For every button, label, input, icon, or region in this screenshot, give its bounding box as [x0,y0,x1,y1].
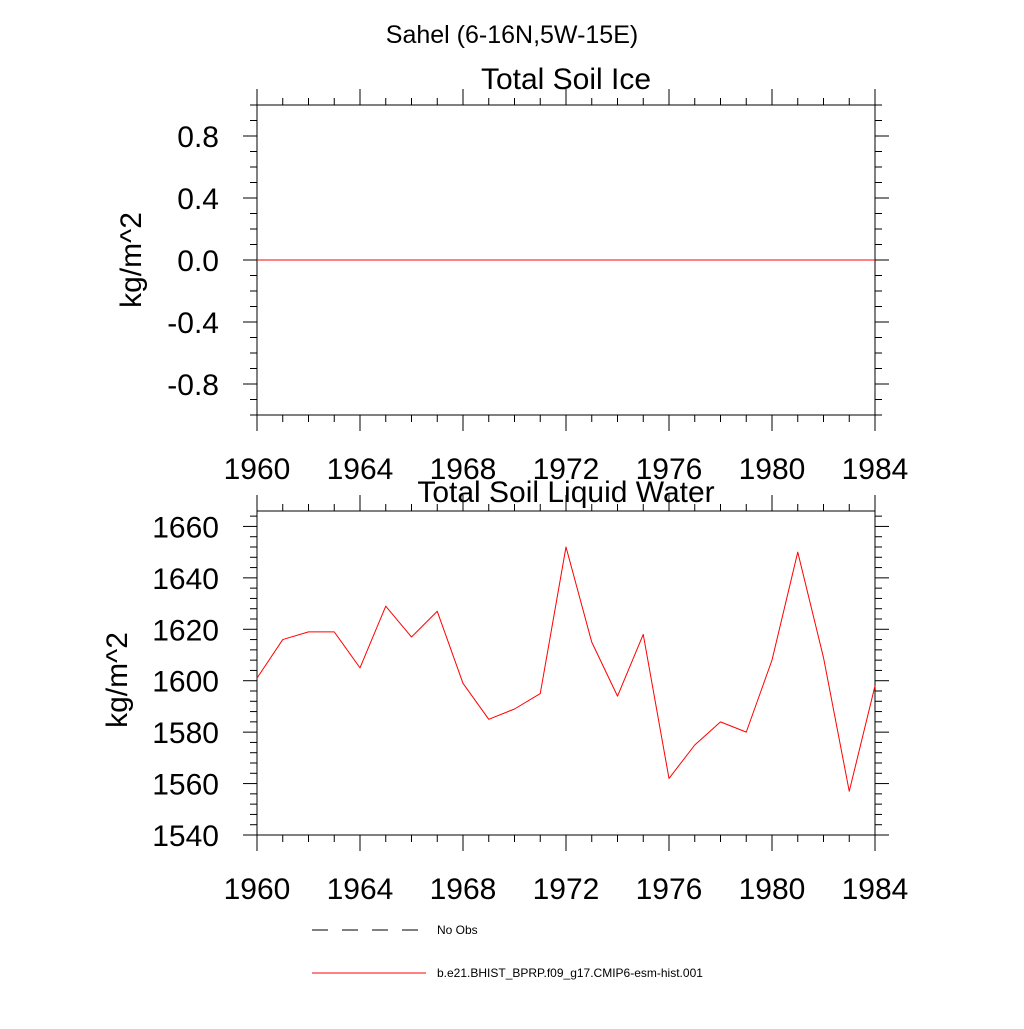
y-axis-label: kg/m^2 [101,632,134,728]
y-tick-label: 0.0 [177,245,219,278]
chart-total-soil-ice: Total Soil Ice kg/m^2 1960 1964 1968 1972 19… [115,63,908,486]
x-tick-label: 1968 [430,453,497,486]
x-tick-label: 1984 [842,873,909,906]
chart-total-soil-liquid-water: Total Soil Liquid Water kg/m^2 1960 1964 1… [101,476,908,906]
x-tick-label: 1960 [224,873,291,906]
y-tick-label: 1600 [152,666,219,699]
x-tick-label: 1960 [224,453,291,486]
y-tick-label: -0.8 [167,369,219,402]
x-tick-label: 1976 [636,453,703,486]
x-tick-label: 1980 [739,453,806,486]
y-tick-label: 1660 [152,511,219,544]
y-tick-label: 1540 [152,820,219,853]
y-axis-label: kg/m^2 [115,212,148,308]
y-tick-label: 1560 [152,769,219,802]
x-tick-label: 1980 [739,873,806,906]
y-tick-label: 1640 [152,563,219,596]
y-tick-label: 1580 [152,717,219,750]
x-tick-label: 1976 [636,873,703,906]
x-tick-label: 1972 [533,453,600,486]
y-tick-label: 0.4 [177,183,219,216]
x-tick-label: 1964 [327,873,394,906]
y-tick-label: 0.8 [177,121,219,154]
x-tick-label: 1964 [327,453,394,486]
y-tick-label: 1620 [152,614,219,647]
x-tick-label: 1968 [430,873,497,906]
y-tick-label: -0.4 [167,307,219,340]
legend: No Obs b.e21.BHIST_BPRP.f09_g17.CMIP6-es… [312,923,703,980]
x-tick-label: 1972 [533,873,600,906]
x-tick-label: 1984 [842,453,909,486]
legend-label-model: b.e21.BHIST_BPRP.f09_g17.CMIP6-esm-hist.… [437,966,703,980]
page-title: Sahel (6-16N,5W-15E) [386,21,638,49]
series-line [256,546,876,792]
legend-label-no-obs: No Obs [437,923,478,937]
